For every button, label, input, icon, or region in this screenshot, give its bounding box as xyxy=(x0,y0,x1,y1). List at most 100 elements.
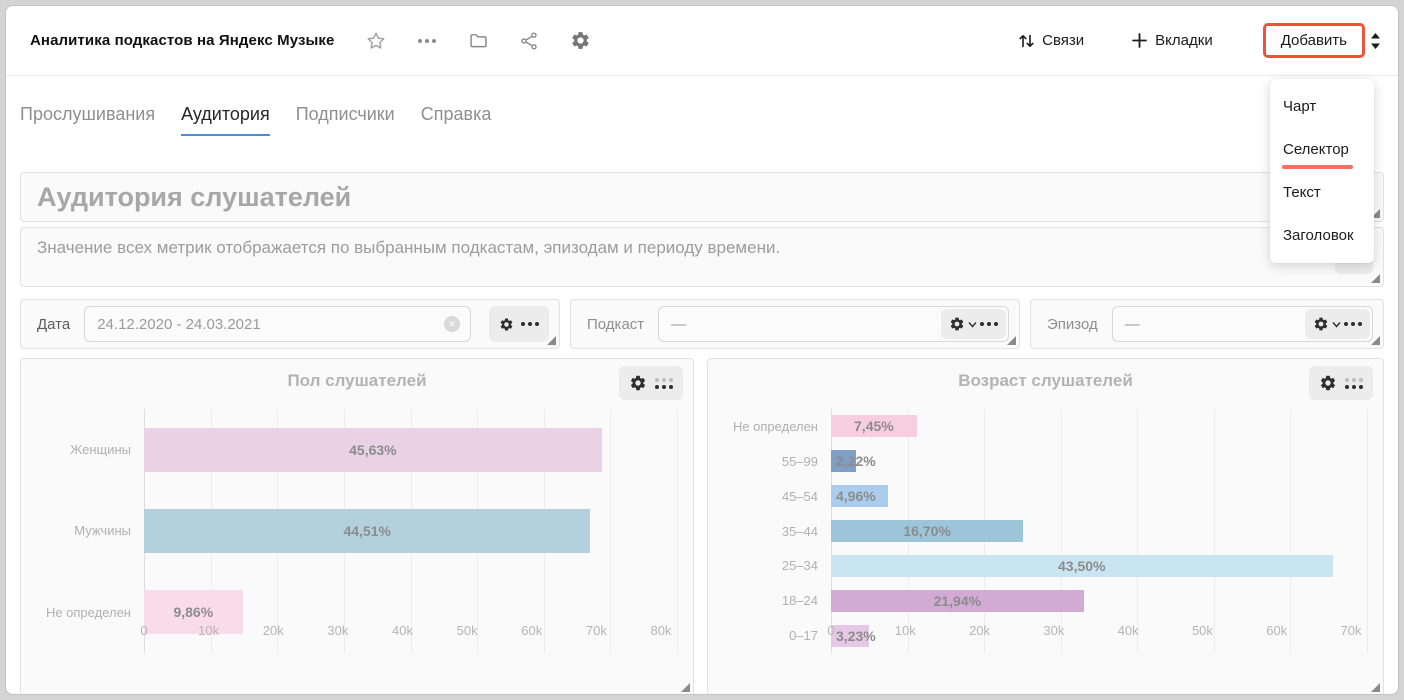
filter-label: Подкаст xyxy=(587,315,645,333)
ellipsis-icon xyxy=(980,322,998,326)
filter-select[interactable]: — xyxy=(1111,306,1373,342)
chart-settings-button[interactable] xyxy=(1309,366,1373,400)
x-tick-label: 0 xyxy=(140,623,148,638)
bar-value-label: 9,86% xyxy=(173,604,214,621)
gridline xyxy=(677,409,678,653)
bar[interactable]: 44,51% xyxy=(144,508,591,553)
bar[interactable]: 3,23% xyxy=(831,624,876,647)
resize-handle[interactable] xyxy=(547,336,556,345)
filter-value: — xyxy=(1124,315,1140,333)
clear-icon[interactable]: ✕ xyxy=(444,316,460,332)
tab-справка[interactable]: Справка xyxy=(420,104,492,124)
filter-select[interactable]: — xyxy=(658,306,1009,342)
x-tick-label: 70k xyxy=(585,623,607,638)
x-tick-label: 50k xyxy=(1191,623,1213,638)
resize-handle[interactable] xyxy=(1371,336,1380,345)
chevron-down-icon xyxy=(968,321,977,328)
x-tick-label: 10k xyxy=(198,623,220,638)
star-icon[interactable] xyxy=(364,29,388,53)
plus-icon xyxy=(1132,33,1148,48)
add-tab-button[interactable]: Вкладки xyxy=(1132,32,1213,49)
dropdown-item-label: Чарт xyxy=(1283,98,1317,115)
gridline xyxy=(1290,409,1292,653)
dashboard-title: Аналитика подкастов на Яндекс Музыке xyxy=(30,32,335,49)
filter-widget-podcast: Подкаст — xyxy=(570,299,1020,349)
add-button[interactable]: Добавить xyxy=(1262,23,1365,58)
section-title: Аудитория слушателей xyxy=(37,181,352,212)
bar-row: 9,86% xyxy=(144,572,677,653)
bar[interactable]: 43,50% xyxy=(831,554,1333,577)
x-tick-label: 60k xyxy=(1266,623,1288,638)
y-axis-labels: Женщины Мужчины Не определен xyxy=(21,409,131,653)
bar-value-label: 4,96% xyxy=(836,488,876,505)
sort-arrows-icon xyxy=(1019,34,1034,47)
more-ellipsis-icon[interactable] xyxy=(415,29,439,53)
dropdown-item-label: Заголовок xyxy=(1283,227,1354,244)
filter-label: Дата xyxy=(37,315,71,333)
gear-icon xyxy=(1320,375,1336,391)
filter-settings-button[interactable] xyxy=(941,309,1006,339)
dropdown-item-текст[interactable]: Текст xyxy=(1270,171,1374,214)
bar[interactable]: 2,22% xyxy=(831,450,876,473)
filter-value: — xyxy=(671,315,687,333)
dropdown-item-label: Селектор xyxy=(1283,141,1349,158)
gear-icon xyxy=(500,317,513,330)
relations-button[interactable]: Связи xyxy=(1019,32,1084,49)
bar[interactable]: 16,70% xyxy=(831,520,1024,542)
tab-прослушивания[interactable]: Прослушивания xyxy=(20,104,156,124)
bar-row: 44,51% xyxy=(144,490,677,571)
resize-handle[interactable] xyxy=(1371,209,1380,218)
bar-row: 43,50% xyxy=(831,548,1367,583)
dropdown-item-заголовок[interactable]: Заголовок xyxy=(1270,214,1374,257)
dropdown-item-чарт[interactable]: Чарт xyxy=(1270,85,1374,128)
plot-area: Женщины Мужчины Не определен 45,63% 44,51% 9,… xyxy=(21,409,678,653)
filters-row: Дата 24.12.2020 - 24.03.2021 ✕ Подкаст — Эпиз… xyxy=(20,299,1384,349)
chart-widget-gender: Пол слушателей Женщины Мужчины Не определен… xyxy=(20,358,694,694)
section-description: Значение всех метрик отображается по выб… xyxy=(37,238,781,257)
x-axis: 0 10k 20k 30k 40k 50k 60k 70k 80k xyxy=(140,623,671,641)
date-range-input[interactable]: 24.12.2020 - 24.03.2021 ✕ xyxy=(84,306,471,342)
ellipsis-icon xyxy=(1344,322,1362,326)
resize-handle[interactable] xyxy=(1371,274,1380,283)
filter-widget-episode: Эпизод — xyxy=(1030,299,1384,349)
ellipsis-icon xyxy=(521,322,539,326)
chevron-down-icon xyxy=(1332,321,1341,328)
tab-аудитория[interactable]: Аудитория xyxy=(181,104,270,136)
header-toolbar xyxy=(364,29,592,53)
bar[interactable]: 4,96% xyxy=(831,485,889,508)
collapse-expand-icon[interactable] xyxy=(1369,30,1382,52)
resize-handle[interactable] xyxy=(681,683,690,692)
add-dropdown-menu: Чарт Селектор Текст Заголовок xyxy=(1270,79,1374,263)
filter-settings-button[interactable] xyxy=(1305,309,1370,339)
bar[interactable]: 7,45% xyxy=(831,415,917,438)
bar[interactable]: 9,86% xyxy=(144,590,243,635)
filter-settings-button[interactable] xyxy=(489,306,549,342)
gear-icon[interactable] xyxy=(568,29,592,53)
x-tick-label: 20k xyxy=(969,623,991,638)
tab-подписчики[interactable]: Подписчики xyxy=(295,104,395,124)
category-label: Не определен xyxy=(732,418,818,434)
folder-icon[interactable] xyxy=(466,29,490,53)
chart-settings-button[interactable] xyxy=(619,366,683,400)
share-icon[interactable] xyxy=(517,29,541,53)
category-label: 25–34 xyxy=(781,558,818,574)
bar-value-label: 3,23% xyxy=(836,627,876,644)
x-tick-label: 20k xyxy=(262,623,284,638)
category-label: 55–99 xyxy=(781,453,818,469)
category-label: Не определен xyxy=(45,604,131,620)
chart-menu-dots-icon xyxy=(1345,377,1363,389)
plot-area: Не определен 55–99 45–54 35–44 25–34 18–24 0–1… xyxy=(708,409,1368,653)
category-label: Женщины xyxy=(70,442,131,458)
gridline xyxy=(1367,409,1368,653)
category-label: 35–44 xyxy=(781,523,818,539)
x-tick-label: 30k xyxy=(1043,623,1065,638)
category-label: 18–24 xyxy=(781,593,818,609)
resize-handle[interactable] xyxy=(1007,336,1016,345)
bar[interactable]: 21,94% xyxy=(831,589,1084,612)
bar-value-label: 44,51% xyxy=(343,522,391,539)
bar-row: 16,70% xyxy=(831,514,1367,549)
bar[interactable]: 45,63% xyxy=(144,427,602,472)
x-tick-label: 10k xyxy=(894,623,916,638)
dropdown-item-селектор[interactable]: Селектор xyxy=(1270,128,1374,171)
resize-handle[interactable] xyxy=(1371,683,1380,692)
